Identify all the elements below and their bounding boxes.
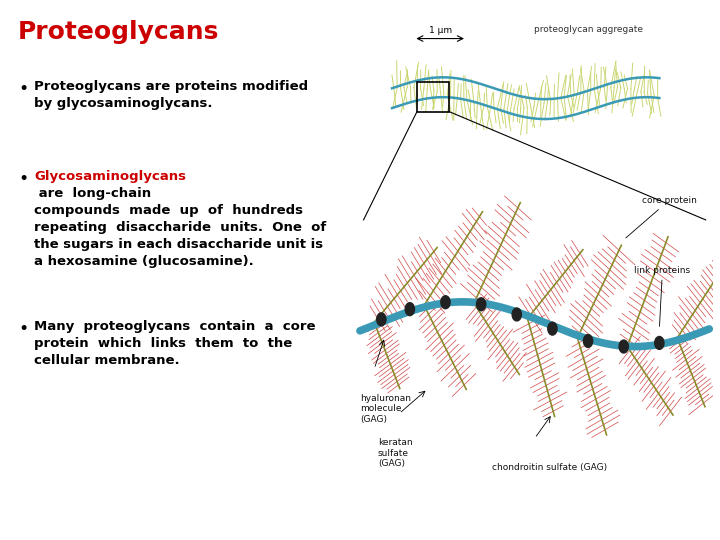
Text: core protein: core protein [626,196,696,238]
Text: are  long-chain
compounds  made  up  of  hundreds
repeating  disaccharide  units: are long-chain compounds made up of hund… [34,187,326,268]
Circle shape [405,303,415,315]
Text: •: • [18,80,28,98]
Bar [417,82,449,112]
Circle shape [548,322,557,335]
Circle shape [654,336,664,349]
Circle shape [512,308,521,321]
Circle shape [377,313,386,326]
Text: proteoglycan aggregate: proteoglycan aggregate [534,25,642,33]
Text: hyaluronan
molecule
(GAG): hyaluronan molecule (GAG) [360,394,411,423]
Text: keratan
sulfate
(GAG): keratan sulfate (GAG) [378,438,413,468]
Text: •: • [18,170,28,188]
Text: Proteoglycans are proteins modified
by glycosaminoglycans.: Proteoglycans are proteins modified by g… [34,80,308,110]
Text: chondroitin sulfate (GAG): chondroitin sulfate (GAG) [492,463,607,472]
Circle shape [477,298,486,310]
Circle shape [441,296,450,309]
Text: 1 μm: 1 μm [428,26,451,35]
Circle shape [619,340,629,353]
Text: link proteins: link proteins [634,266,690,326]
Circle shape [583,334,593,347]
Text: Proteoglycans: Proteoglycans [18,20,220,44]
Text: •: • [18,320,28,338]
Text: Many  proteoglycans  contain  a  core
protein  which  links  them  to  the
cellu: Many proteoglycans contain a core protei… [34,320,315,367]
Text: Glycosaminoglycans: Glycosaminoglycans [34,170,186,183]
